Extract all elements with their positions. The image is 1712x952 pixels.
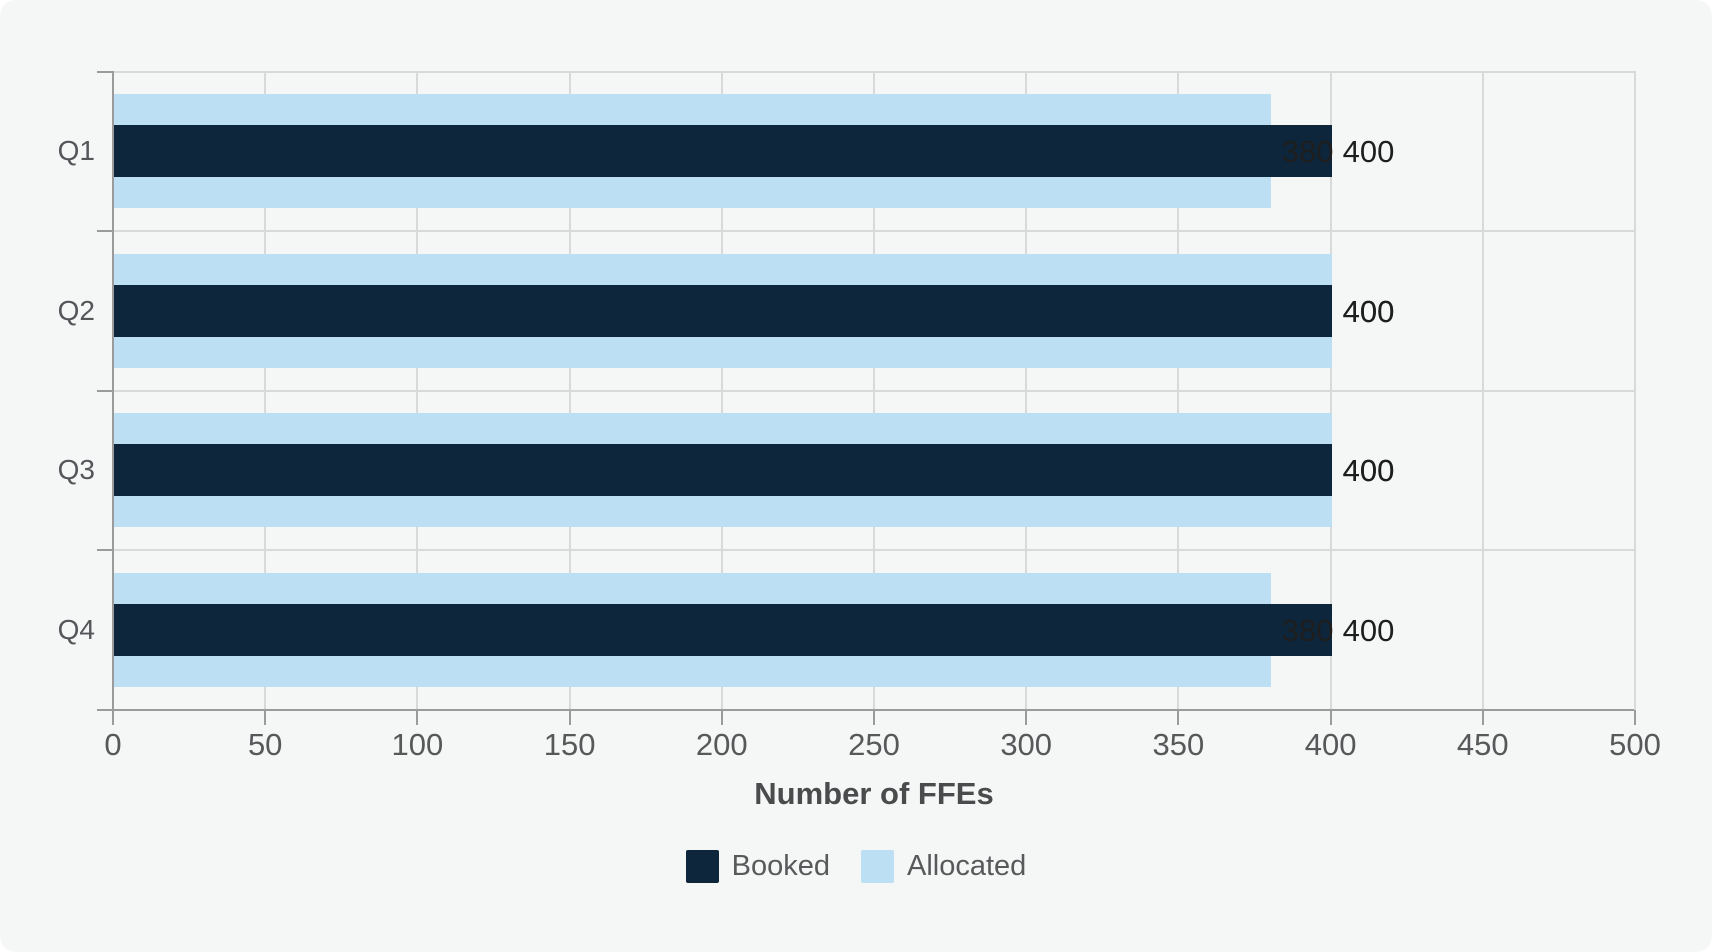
bar-value-label-booked-q1: 400: [1342, 133, 1395, 169]
x-tick-label-100: 100: [391, 727, 444, 762]
y-category-label-q4: Q4: [57, 614, 95, 646]
x-tick-label-150: 150: [543, 727, 596, 762]
y-axis-line: [112, 71, 114, 725]
gridline-x-500: [1634, 71, 1636, 710]
x-tick-label-400: 400: [1304, 727, 1357, 762]
legend-label-allocated: Allocated: [907, 850, 1027, 882]
legend-label-booked: Booked: [731, 850, 831, 882]
x-tick-mark-400: [1329, 710, 1332, 725]
gridline-row-3: [113, 549, 1635, 552]
x-tick-label-450: 450: [1456, 727, 1509, 762]
x-tick-mark-100: [416, 710, 419, 725]
bar-value-label-allocated-q2: 400: [1342, 293, 1395, 329]
x-axis-line: [97, 709, 1634, 711]
x-tick-label-0: 0: [104, 727, 122, 762]
x-tick-label-50: 50: [247, 727, 283, 762]
bar-value-label-booked-q2: 400: [1342, 293, 1395, 329]
x-tick-mark-150: [568, 710, 571, 725]
x-tick-mark-350: [1177, 710, 1180, 725]
bar-booked-q1[interactable]: [114, 124, 1332, 177]
legend-item-allocated[interactable]: Allocated: [861, 849, 1026, 883]
legend-swatch-booked: [685, 849, 719, 883]
x-tick-mark-450: [1481, 710, 1484, 725]
y-tick-mark-3: [97, 549, 113, 552]
bar-value-label-allocated-q3: 400: [1342, 453, 1395, 489]
y-category-label-q2: Q2: [57, 294, 95, 326]
x-tick-mark-200: [720, 710, 723, 725]
plot-area: 380 400 400 400 400 400 380 400: [113, 71, 1636, 710]
legend-item-booked[interactable]: Booked: [685, 849, 831, 883]
legend: Booked Allocated: [0, 849, 1712, 883]
x-tick-mark-300: [1025, 710, 1028, 725]
x-tick-mark-50: [264, 710, 267, 725]
x-tick-mark-500: [1634, 710, 1636, 725]
bar-booked-q4[interactable]: [114, 604, 1332, 657]
y-tick-mark-2: [97, 389, 113, 392]
x-tick-mark-0: [112, 710, 114, 725]
y-tick-mark-1: [97, 229, 113, 232]
legend-swatch-allocated: [861, 849, 895, 883]
gridline-row-2: [113, 389, 1635, 392]
x-tick-label-250: 250: [848, 727, 900, 762]
x-tick-label-500: 500: [1609, 727, 1661, 762]
bar-value-label-allocated-q1: 380: [1281, 133, 1334, 169]
y-category-label-q1: Q1: [57, 134, 95, 166]
x-tick-mark-250: [873, 710, 875, 725]
gridline-row-0: [113, 71, 1635, 73]
x-tick-label-300: 300: [1000, 727, 1053, 762]
bar-value-label-booked-q4: 400: [1342, 613, 1395, 649]
x-tick-label-200: 200: [695, 727, 748, 762]
bar-booked-q3[interactable]: [114, 444, 1332, 497]
gridline-row-1: [113, 229, 1635, 232]
x-axis-title: Number of FFEs: [754, 776, 994, 811]
bar-value-label-allocated-q4: 380: [1281, 613, 1334, 649]
bar-booked-q2[interactable]: [114, 284, 1332, 337]
x-tick-label-350: 350: [1152, 727, 1205, 762]
y-tick-mark-0: [97, 71, 113, 73]
y-category-label-q3: Q3: [57, 454, 95, 486]
bar-value-label-booked-q3: 400: [1342, 453, 1395, 489]
